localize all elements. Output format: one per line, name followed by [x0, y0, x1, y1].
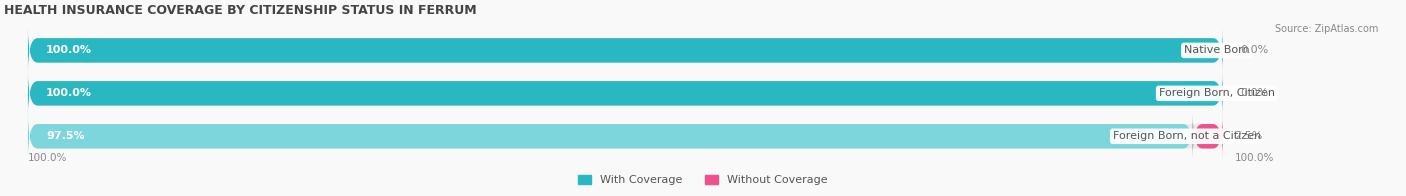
FancyBboxPatch shape: [28, 71, 1223, 115]
Text: HEALTH INSURANCE COVERAGE BY CITIZENSHIP STATUS IN FERRUM: HEALTH INSURANCE COVERAGE BY CITIZENSHIP…: [4, 4, 477, 17]
Text: 2.5%: 2.5%: [1234, 131, 1263, 141]
FancyBboxPatch shape: [1192, 114, 1223, 158]
FancyBboxPatch shape: [28, 28, 1223, 73]
Text: 100.0%: 100.0%: [1234, 153, 1274, 163]
Text: Foreign Born, not a Citizen: Foreign Born, not a Citizen: [1112, 131, 1261, 141]
FancyBboxPatch shape: [28, 114, 1192, 158]
FancyBboxPatch shape: [28, 71, 1223, 115]
Legend: With Coverage, Without Coverage: With Coverage, Without Coverage: [574, 171, 832, 190]
Text: Foreign Born, Citizen: Foreign Born, Citizen: [1159, 88, 1275, 98]
Text: 0.0%: 0.0%: [1240, 88, 1268, 98]
Text: 97.5%: 97.5%: [46, 131, 84, 141]
FancyBboxPatch shape: [28, 28, 1223, 73]
Text: 0.0%: 0.0%: [1240, 45, 1268, 55]
FancyBboxPatch shape: [28, 114, 1223, 158]
Text: Native Born: Native Born: [1184, 45, 1250, 55]
Text: Source: ZipAtlas.com: Source: ZipAtlas.com: [1274, 24, 1378, 34]
Text: 100.0%: 100.0%: [28, 153, 67, 163]
Text: 100.0%: 100.0%: [46, 88, 91, 98]
Text: 100.0%: 100.0%: [46, 45, 91, 55]
